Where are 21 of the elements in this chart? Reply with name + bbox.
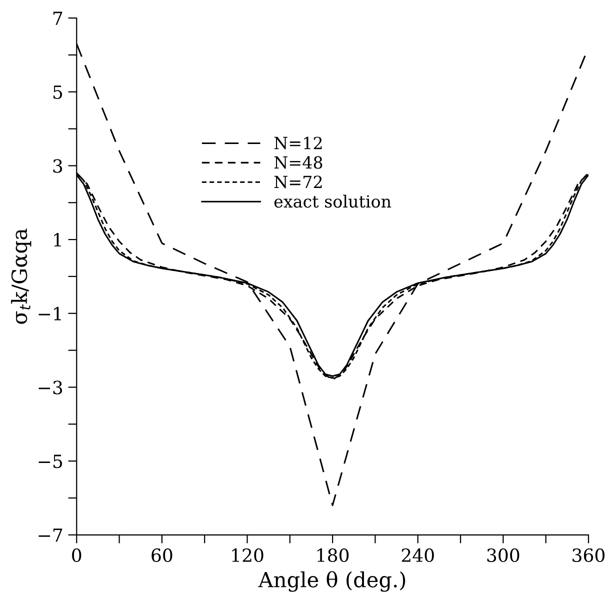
x-tick-label: 60 [152,548,172,562]
x-tick-label: 120 [232,548,264,562]
x-tick-label: 240 [402,548,434,562]
legend-label: exact solution [274,194,392,208]
x-axis-title: Angle θ (deg.) [258,571,406,592]
x-tick-label: 300 [487,548,520,562]
y-tick-label: 3 [53,159,62,173]
legend-label: N=48 [274,156,322,169]
x-tick-label: 0 [72,548,82,562]
legend-label: N=12 [274,136,322,150]
y-tick-label: −7 [38,528,62,542]
y-tick-label: −1 [38,306,61,320]
y-tick-label: 5 [53,86,62,99]
y-tick-label: 1 [54,233,61,246]
y-tick-label: −3 [38,380,62,394]
legend-label: N=72 [274,176,322,188]
y-tick-label: 7 [53,12,62,25]
y-tick-label: −5 [38,454,62,468]
y-axis-title: σ$_{t}$k/Gαqa [11,228,32,324]
x-tick-label: 360 [572,548,605,562]
x-tick-label: 180 [318,548,349,562]
